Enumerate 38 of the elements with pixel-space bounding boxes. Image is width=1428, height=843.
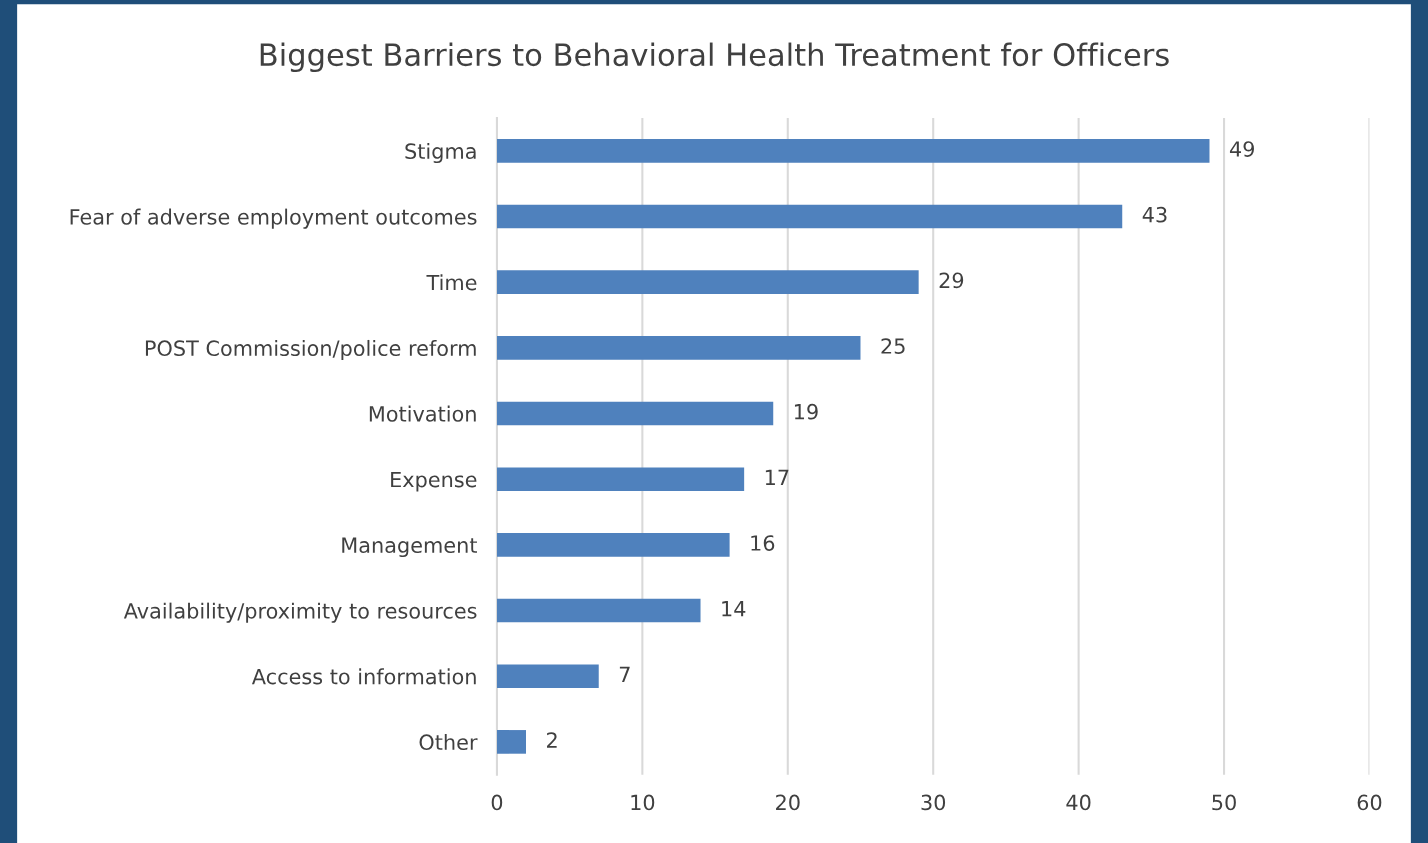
y-tick-label: Availability/proximity to resources — [123, 602, 477, 623]
data-label: 2 — [547, 732, 557, 748]
y-tick-label: POST Commission/police reform — [145, 339, 476, 361]
x-tick-label: 10 — [631, 794, 655, 811]
data-label: 29 — [939, 272, 964, 289]
y-tick-label: Stigma — [405, 142, 476, 164]
bar — [496, 730, 527, 754]
y-tick-label: Management — [342, 537, 477, 558]
x-tick-label: 40 — [1066, 794, 1091, 811]
data-label: 49 — [1229, 141, 1254, 157]
chart-title: Biggest Barriers to Behavioral Health Treatment for Officers — [260, 42, 1169, 73]
data-label: 43 — [1142, 206, 1167, 223]
y-tick-label: Access to information — [251, 668, 476, 685]
y-tick-label: Motivation — [369, 405, 476, 422]
data-label: 19 — [794, 403, 818, 420]
y-tick-label: Other — [419, 733, 478, 751]
x-tick-label: 50 — [1212, 794, 1236, 811]
x-tick-label: 20 — [776, 794, 800, 811]
bar — [496, 270, 919, 295]
bar — [496, 401, 774, 426]
bar — [496, 533, 730, 557]
x-tick-label: 30 — [921, 794, 946, 811]
bar — [496, 139, 1210, 163]
bar — [496, 467, 745, 492]
y-tick-label: Expense — [391, 471, 477, 492]
data-label: 17 — [765, 469, 789, 485]
data-label: 14 — [722, 601, 746, 617]
data-label: 7 — [619, 666, 630, 682]
y-tick-label: Fear of adverse employment outcomes — [70, 208, 477, 229]
x-tick-label: 0 — [491, 794, 503, 811]
bar — [496, 598, 701, 623]
data-label: 25 — [881, 338, 905, 354]
bar — [496, 336, 861, 360]
x-tick-label: 60 — [1357, 794, 1382, 811]
y-tick-label: Time — [426, 274, 477, 291]
data-label: 16 — [751, 535, 775, 551]
bar — [496, 204, 1123, 229]
bar — [496, 664, 599, 689]
